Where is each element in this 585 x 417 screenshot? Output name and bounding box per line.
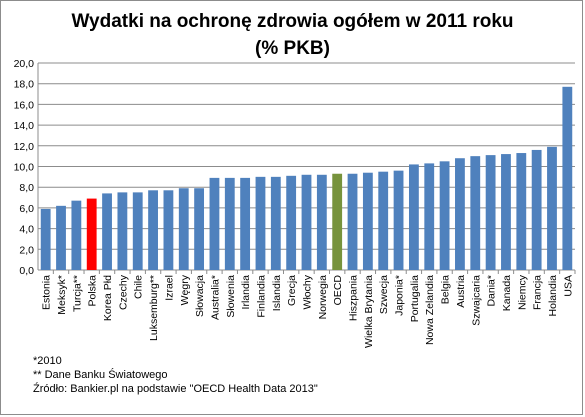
y-tick-label: 20,0 xyxy=(14,58,35,70)
chart-title: Wydatki na ochronę zdrowia ogółem w 2011… xyxy=(71,11,514,32)
bar-meksyk xyxy=(56,205,66,270)
y-tick-label: 8,0 xyxy=(19,182,34,194)
bar-oecd xyxy=(332,173,343,270)
bar-japonia xyxy=(393,170,404,270)
bar-nowa-zelandia xyxy=(424,163,435,270)
x-category-label: Portugalia xyxy=(409,275,421,322)
bar-wielka-brytania xyxy=(362,172,373,270)
x-category-label: Meksyk* xyxy=(56,275,68,315)
x-category-label: Wielka Brytania xyxy=(363,275,375,348)
x-category-label: Austria xyxy=(455,275,467,308)
bar-grecja xyxy=(286,175,297,270)
x-category-label: Niemcy xyxy=(516,274,528,310)
x-category-label: Islandia xyxy=(271,275,283,311)
bar-hiszpania xyxy=(347,173,358,270)
y-tick-label: 16,0 xyxy=(14,99,35,111)
x-category-label: Norwegia xyxy=(317,275,329,320)
y-tick-label: 0,0 xyxy=(19,265,34,277)
x-category-label: Nowa Zelandia xyxy=(424,275,436,345)
bar-kanada xyxy=(501,154,511,270)
x-category-label: Kanada xyxy=(501,275,513,311)
bar-szwecja xyxy=(378,171,389,270)
bar-korea-płd xyxy=(102,193,112,270)
bar-włochy xyxy=(301,174,312,270)
x-category-label: Japonia* xyxy=(394,275,406,316)
x-category-label: Czechy xyxy=(117,274,129,310)
bar-australia xyxy=(209,177,220,270)
bar-chile xyxy=(132,192,143,270)
x-category-label: Holandia xyxy=(547,275,559,317)
y-tick-label: 4,0 xyxy=(19,224,34,236)
x-category-label: Luksemburg** xyxy=(148,275,160,341)
x-category-label: Słowenia xyxy=(225,275,237,318)
x-category-label: Turcja** xyxy=(71,275,83,312)
x-category-label: Szwecja xyxy=(378,275,390,314)
x-category-label: Finlandia xyxy=(255,275,267,318)
source-note: Źródło: Bankier.pl na podstawie "OECD He… xyxy=(33,383,318,395)
footnote-world-bank: ** Dane Banku Światowego xyxy=(33,369,168,381)
x-category-label: USA xyxy=(562,275,574,297)
x-category-label: Szwajcaria xyxy=(470,275,482,326)
x-category-label: Estonia xyxy=(41,275,53,310)
bar-belgia xyxy=(439,161,450,270)
x-category-label: Izrael xyxy=(163,275,175,301)
bar-usa xyxy=(562,86,573,271)
x-category-label: Słowacja xyxy=(194,275,206,317)
x-category-label: Irlandia xyxy=(240,275,252,310)
bar-finlandia xyxy=(255,176,266,270)
x-category-label: OECD xyxy=(332,275,344,306)
y-tick-label: 2,0 xyxy=(19,244,34,256)
bar-portugalia xyxy=(408,164,419,270)
x-category-label: Polska xyxy=(87,275,99,307)
x-category-label: Korea Płd xyxy=(102,275,114,321)
y-tick-label: 6,0 xyxy=(19,203,34,215)
bar-luksemburg xyxy=(148,190,158,270)
x-category-label: Grecja xyxy=(286,275,298,306)
bar-dania xyxy=(485,155,496,270)
x-category-label: Dania* xyxy=(486,275,498,307)
footnote-2010: *2010 xyxy=(33,355,62,367)
bar-polska xyxy=(86,198,97,270)
x-category-label: Australia* xyxy=(209,275,221,320)
x-category-label: Włochy xyxy=(302,274,314,309)
bar-izrael xyxy=(163,190,174,270)
bar-islandia xyxy=(270,176,281,270)
bar-czechy xyxy=(117,192,128,270)
bar-słowenia xyxy=(224,177,235,270)
x-category-label: Węgry xyxy=(179,274,191,305)
x-category-label: Francja xyxy=(532,275,544,310)
x-category-label: Hiszpania xyxy=(348,275,360,321)
bar-szwajcaria xyxy=(470,156,481,270)
y-tick-label: 10,0 xyxy=(14,162,35,174)
bar-austria xyxy=(455,158,465,270)
x-category-label: Belgia xyxy=(440,275,452,304)
bar-francja xyxy=(531,149,542,270)
chart-subtitle: (% PKB) xyxy=(255,38,330,59)
x-category-label: Chile xyxy=(133,275,145,299)
y-tick-label: 14,0 xyxy=(14,120,35,132)
y-tick-label: 12,0 xyxy=(14,141,35,153)
bar-węgry xyxy=(178,188,189,270)
bar-niemcy xyxy=(516,153,527,270)
bar-estonia xyxy=(40,208,51,270)
bar-słowacja xyxy=(194,188,205,270)
bar-holandia xyxy=(547,146,557,270)
bar-irlandia xyxy=(240,177,251,270)
bar-norwegia xyxy=(316,174,327,270)
y-tick-label: 18,0 xyxy=(14,79,35,91)
bar-turcja xyxy=(71,200,82,270)
